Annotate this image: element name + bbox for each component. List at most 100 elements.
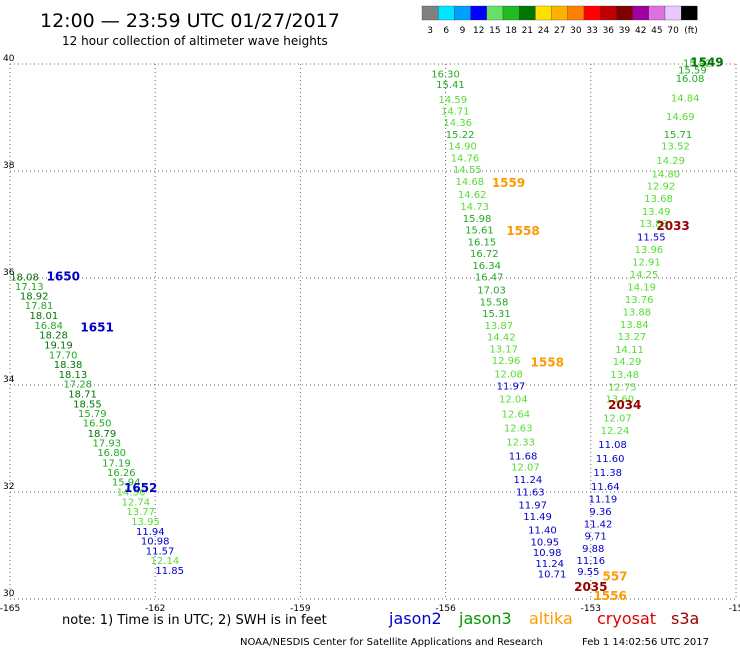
wave-height-point: 10.98 xyxy=(141,536,170,547)
wave-height-point: 13.52 xyxy=(661,142,690,153)
wave-height-point: 11.24 xyxy=(535,559,564,570)
wave-height-point: 13.60 xyxy=(606,395,635,406)
wave-height-point: 11.68 xyxy=(509,451,538,462)
pass-time-label: 1558 xyxy=(531,355,564,369)
wave-height-point: 17.03 xyxy=(477,286,506,297)
wave-height-point: 11.16 xyxy=(576,556,605,567)
wave-height-point: 13.27 xyxy=(618,332,647,343)
wave-height-point: 13.17 xyxy=(489,344,518,355)
colorbar-swatch xyxy=(583,5,601,21)
wave-height-point: 15.41 xyxy=(436,80,465,91)
wave-height-point: 11.08 xyxy=(598,440,627,451)
wave-height-point: 10.98 xyxy=(533,548,562,559)
wave-height-point: 12.04 xyxy=(499,395,528,406)
wave-height-point: 15.59 xyxy=(678,66,707,77)
colorbar-swatch xyxy=(616,5,633,21)
x-tick-label: -156 xyxy=(435,604,456,614)
y-tick-label: 36 xyxy=(3,268,15,278)
footer: note: 1) Time is in UTC; 2) SWH is in fe… xyxy=(62,609,709,648)
x-tick-label: -153 xyxy=(581,604,601,614)
wave-height-point: 10.95 xyxy=(530,538,559,549)
colorbar-tick-label: 18 xyxy=(505,26,517,36)
legend-item-altika: altika xyxy=(529,609,573,628)
colorbar-tick-label: 36 xyxy=(603,26,615,36)
wave-height-point: 16.30 xyxy=(431,69,460,80)
wave-height-point: 17.93 xyxy=(92,439,121,450)
wave-height-point: 16.34 xyxy=(472,261,501,272)
pass-time-label: 1558 xyxy=(506,224,539,238)
wave-height-point: 17.81 xyxy=(25,301,54,312)
wave-height-point: 14.68 xyxy=(455,177,484,188)
wave-height-point: 11.55 xyxy=(637,233,666,244)
colorbar-unit: (ft) xyxy=(684,26,698,36)
colorbar-swatch xyxy=(648,5,666,21)
footer-note: note: 1) Time is in UTC; 2) SWH is in fe… xyxy=(62,613,327,628)
wave-height-point: 14.29 xyxy=(613,357,642,368)
colorbar-tick-label: 6 xyxy=(443,26,449,36)
wave-height-point: 16.08 xyxy=(676,74,705,85)
wave-height-point: 19.19 xyxy=(44,341,73,352)
wave-height-point: 14.84 xyxy=(671,93,700,104)
colorbar-tick-label: 30 xyxy=(570,26,582,36)
wave-height-point: 18.79 xyxy=(88,429,117,440)
wave-height-point: 11.63 xyxy=(516,488,545,499)
wave-height-point: 12.33 xyxy=(506,437,535,448)
wave-height-point: 16.15 xyxy=(468,237,497,248)
wave-height-point: 11.19 xyxy=(589,495,618,506)
wave-height-point: 14.42 xyxy=(487,333,516,344)
x-tick-label: -165 xyxy=(0,604,20,614)
wave-height-point: 18.38 xyxy=(54,360,83,371)
wave-height-point: 15.22 xyxy=(446,130,475,141)
track-west: 18.0817.1318.9217.8118.0116.8418.2819.19… xyxy=(10,273,184,577)
wave-height-point: 18.08 xyxy=(10,273,39,284)
colorbar-tick-label: 70 xyxy=(667,26,679,36)
wave-height-point: 14.29 xyxy=(656,156,685,167)
wave-height-point: 18.28 xyxy=(39,330,68,341)
wave-height-point: 15.94 xyxy=(112,478,141,489)
wave-height-point: 15.79 xyxy=(78,409,107,420)
chart-title: 12:00 — 23:59 UTC 01/27/2017 xyxy=(40,10,340,32)
wave-height-point: 18.13 xyxy=(59,370,88,381)
colorbar-swatch xyxy=(486,5,504,21)
wave-height-point: 13.77 xyxy=(126,507,155,518)
legend-item-s3a: s3a xyxy=(671,609,699,628)
wave-height-point: 15.61 xyxy=(465,226,494,237)
colorbar-tick-label: 9 xyxy=(460,26,466,36)
wave-height-point: 13.48 xyxy=(610,370,639,381)
wave-height-point: 18.92 xyxy=(20,291,49,302)
colorbar-swatch xyxy=(454,5,471,21)
wave-height-point: 14.19 xyxy=(627,282,656,293)
colorbar-swatch xyxy=(470,5,487,21)
wave-height-point: 15.92 xyxy=(683,59,712,70)
wave-height-point: 14.11 xyxy=(615,345,644,356)
wave-height-point: 11.40 xyxy=(528,526,557,537)
colorbar-swatch xyxy=(632,5,649,21)
wave-height-point: 12.14 xyxy=(151,556,180,567)
colorbar-tick-label: 39 xyxy=(619,26,631,36)
y-tick-label: 32 xyxy=(3,482,14,492)
wave-height-point: 18.01 xyxy=(30,311,59,322)
legend-item-jason2: jason2 xyxy=(388,609,442,628)
wave-height-point: 11.60 xyxy=(596,454,625,465)
wave-height-point: 12.64 xyxy=(501,410,530,421)
plot-area: -165 -162 -159 -156 -153 -15 30 32 34 36 38 40 18.08… xyxy=(0,54,740,614)
colorbar-tick-label: 21 xyxy=(522,26,533,36)
wave-height-point: 16.80 xyxy=(97,448,126,459)
wave-height-point: 16.84 xyxy=(34,321,63,332)
wave-height-point: 11.57 xyxy=(146,547,175,558)
wave-height-point: 18.55 xyxy=(73,399,102,410)
wave-height-point: 14.80 xyxy=(651,169,680,180)
footer-credit: NOAA/NESDIS Center for Satellite Applica… xyxy=(240,637,543,648)
wave-height-point: 18.71 xyxy=(68,389,97,400)
wave-height-point: 10.71 xyxy=(538,570,567,581)
wave-height-point: 9.55 xyxy=(577,567,599,578)
wave-height-point: 16.72 xyxy=(470,249,499,260)
chart-subtitle: 12 hour collection of altimeter wave hei… xyxy=(62,34,328,48)
colorbar-tick-label: 45 xyxy=(651,26,662,36)
wave-height-point: 12.07 xyxy=(511,463,540,474)
wave-height-point: 16.47 xyxy=(475,273,504,284)
wave-height-point: 14.73 xyxy=(460,202,489,213)
header: 12:00 — 23:59 UTC 01/27/2017 12 hour col… xyxy=(40,10,340,48)
wave-height-point: 13.49 xyxy=(642,207,671,218)
